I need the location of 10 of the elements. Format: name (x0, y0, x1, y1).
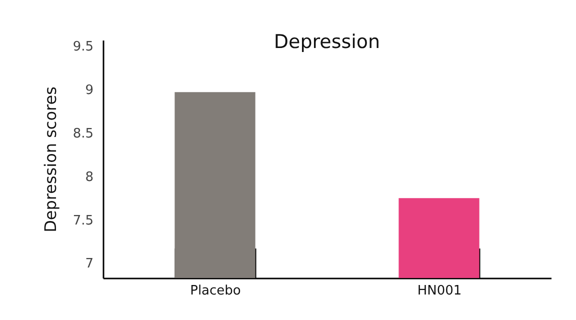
y-tick-label: 8.5 (72, 126, 94, 142)
y-axis-title: Depression scores (40, 86, 60, 232)
y-tick-label: 8 (85, 170, 94, 185)
x-tick-label: HN001 (417, 284, 462, 298)
y-tick-label: 7 (85, 256, 94, 272)
y-tick-label: 7.5 (72, 213, 94, 228)
y-tick-label: 9 (85, 83, 94, 98)
y-tick-label: 9.5 (72, 40, 94, 55)
x-tick-label: Placebo (190, 284, 241, 298)
chart-title: Depression (274, 31, 380, 53)
